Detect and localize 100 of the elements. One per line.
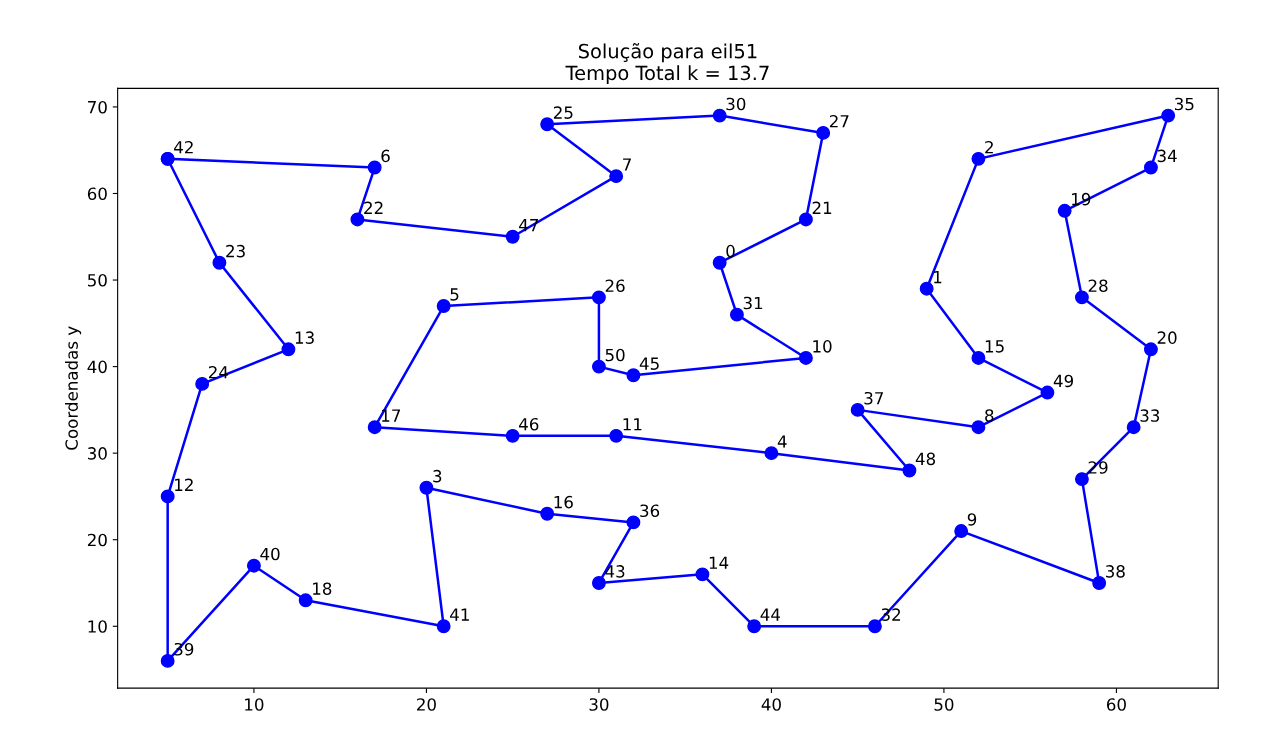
annotation: 2: [985, 140, 993, 154]
annotation: 9: [967, 513, 977, 526]
annotation: 24: [208, 365, 228, 379]
annotation: 31: [743, 296, 763, 310]
point: [436, 619, 451, 634]
annotation: 8: [985, 409, 994, 422]
point: [798, 350, 813, 365]
point: [954, 524, 969, 539]
annotation: 40: [260, 547, 280, 561]
annotation: 5: [450, 288, 459, 301]
point: [367, 160, 382, 175]
point: [591, 576, 606, 590]
point: [695, 567, 710, 582]
point: [1126, 420, 1141, 435]
point: [867, 619, 882, 634]
annotation: 41: [450, 608, 469, 621]
point: [971, 151, 986, 166]
point: [540, 117, 555, 132]
x-tick-label: 50: [934, 698, 954, 711]
annotation: 48: [915, 452, 936, 466]
annotation: 13: [295, 331, 314, 344]
point: [609, 169, 624, 184]
point: [1143, 160, 1158, 175]
x-tick-label: 40: [761, 698, 781, 711]
chart-title: Solução para eil51 Tempo Total k = 13.7: [565, 43, 769, 85]
point: [712, 108, 727, 123]
annotation: 50: [605, 348, 625, 362]
point: [367, 420, 382, 435]
annotation: 22: [364, 201, 383, 214]
annotation: 27: [829, 114, 849, 128]
annotation: 44: [760, 608, 780, 621]
annotation: 16: [554, 495, 573, 509]
annotation: 38: [1106, 565, 1125, 578]
point: [850, 402, 865, 417]
point: [626, 368, 641, 383]
point: [902, 463, 917, 478]
annotation: 34: [1157, 149, 1177, 163]
annotation: 30: [726, 97, 746, 111]
point: [919, 281, 934, 296]
point: [591, 359, 606, 374]
point: [1057, 203, 1072, 218]
point: [212, 255, 227, 270]
x-tick-label: 20: [417, 698, 436, 711]
annotation: 46: [519, 417, 539, 431]
y-tick-label: 70: [88, 100, 107, 114]
annotation: 7: [623, 158, 631, 171]
annotation: 49: [1053, 374, 1074, 388]
point: [764, 446, 779, 461]
point: [1074, 472, 1089, 487]
annotation: 18: [313, 582, 332, 595]
point: [591, 290, 606, 305]
annotation: 6: [381, 149, 390, 163]
annotation: 10: [813, 340, 832, 353]
point: [350, 212, 365, 227]
y-axis-title: Coordenadas y: [65, 326, 82, 450]
point: [1161, 108, 1176, 123]
y-tick-label: 10: [88, 620, 107, 633]
y-tick-label: 50: [88, 274, 107, 287]
point: [1092, 576, 1107, 590]
x-tick-label: 60: [1106, 698, 1126, 711]
annotation: 3: [433, 469, 442, 483]
y-tick-label: 40: [87, 360, 107, 374]
point: [712, 255, 727, 270]
y-tick-label: 20: [87, 533, 107, 547]
annotation: 42: [174, 140, 193, 154]
point: [1143, 342, 1158, 357]
annotation: 12: [175, 478, 193, 491]
annotation: 21: [812, 201, 832, 214]
point: [419, 480, 434, 495]
annotation: 1: [934, 270, 942, 284]
x-tick-label: 30: [589, 698, 609, 711]
annotation: 43: [605, 565, 625, 578]
point: [505, 229, 520, 244]
point: [246, 558, 261, 573]
point: [816, 125, 831, 140]
point: [609, 428, 624, 443]
point: [160, 489, 175, 504]
annotation: 0: [726, 244, 735, 258]
point: [798, 212, 813, 227]
point: [195, 376, 210, 391]
point: [436, 299, 451, 313]
point: [540, 506, 555, 521]
x-tick-label: 10: [245, 698, 264, 711]
annotation: 45: [639, 357, 659, 370]
annotation: 26: [605, 279, 625, 293]
point: [971, 420, 986, 435]
annotation: 11: [623, 418, 642, 431]
annotation: 4: [777, 435, 787, 448]
point: [505, 428, 520, 443]
annotation: 36: [640, 504, 660, 518]
y-tick-label: 30: [87, 447, 107, 460]
annotation: 35: [1175, 97, 1194, 111]
annotation: 15: [985, 340, 1004, 353]
annotation: 23: [226, 244, 245, 258]
annotation: 20: [1157, 331, 1177, 344]
point: [298, 593, 313, 608]
point: [1074, 290, 1089, 305]
point: [626, 515, 641, 530]
point: [1040, 385, 1055, 400]
annotation: 33: [1140, 409, 1160, 422]
